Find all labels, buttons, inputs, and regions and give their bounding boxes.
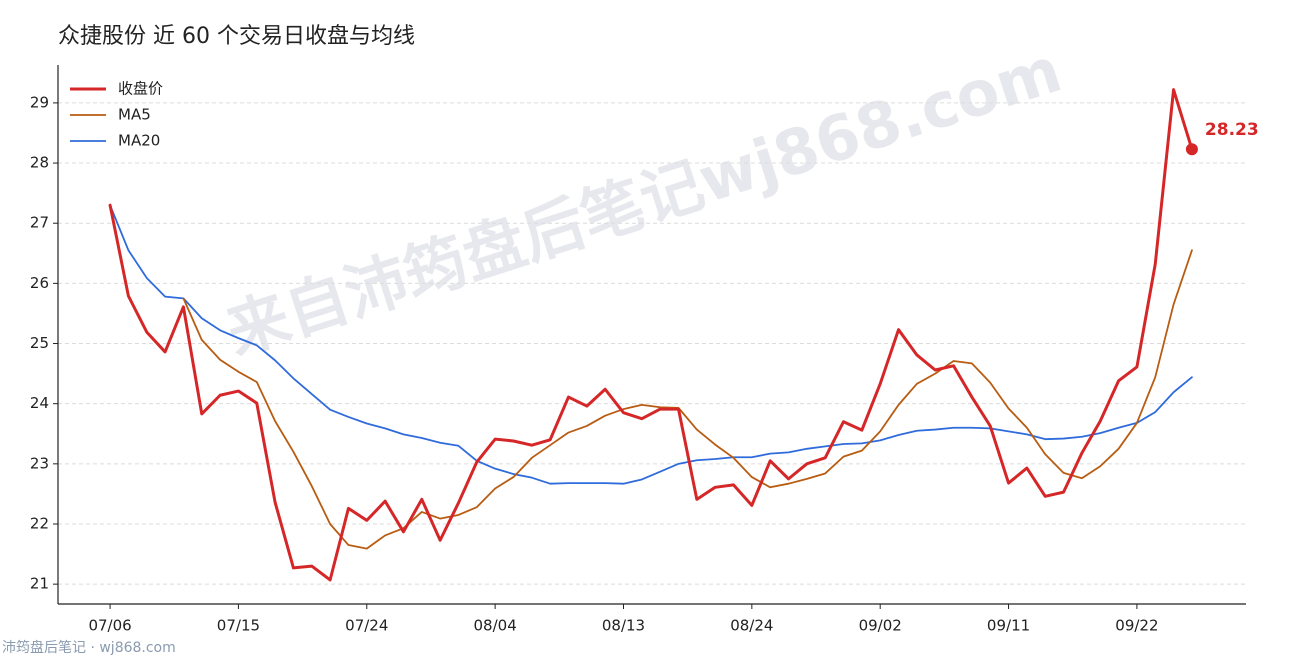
x-tick-label: 09/11 bbox=[987, 617, 1030, 635]
y-tick-label: 25 bbox=[30, 334, 49, 352]
x-tick-label: 07/15 bbox=[217, 617, 260, 635]
x-tick-label: 09/22 bbox=[1115, 617, 1158, 635]
y-tick-label: 27 bbox=[30, 214, 49, 232]
chart-title: 众捷股份 近 60 个交易日收盘与均线 bbox=[58, 24, 415, 49]
y-tick-label: 29 bbox=[30, 93, 49, 111]
x-tick-label: 07/06 bbox=[88, 617, 131, 635]
x-tick-label: 09/02 bbox=[859, 617, 902, 635]
x-tick-label: 08/24 bbox=[730, 617, 773, 635]
y-tick-label: 23 bbox=[30, 454, 49, 472]
y-tick-label: 26 bbox=[30, 274, 49, 292]
legend-label: MA5 bbox=[118, 106, 151, 124]
series-line bbox=[108, 88, 1194, 582]
y-tick-label: 28 bbox=[30, 154, 49, 172]
y-tick-label: 22 bbox=[30, 514, 49, 532]
legend-label: MA20 bbox=[118, 132, 160, 150]
last-point bbox=[1185, 143, 1198, 156]
footer: 沛筠盘后笔记 · wj868.com bbox=[2, 639, 176, 656]
series-line bbox=[109, 204, 1193, 485]
series-line bbox=[182, 249, 1193, 550]
x-tick-label: 08/04 bbox=[474, 617, 517, 635]
watermark: 来自沛筠盘后笔记wj868.com bbox=[218, 33, 1070, 369]
legend-label: 收盘价 bbox=[118, 80, 163, 98]
x-tick-label: 07/24 bbox=[345, 617, 388, 635]
x-tick-label: 08/13 bbox=[602, 617, 645, 635]
y-tick-label: 21 bbox=[30, 575, 49, 593]
last-value-label: 28.23 bbox=[1205, 120, 1259, 140]
y-tick-label: 24 bbox=[30, 394, 49, 412]
